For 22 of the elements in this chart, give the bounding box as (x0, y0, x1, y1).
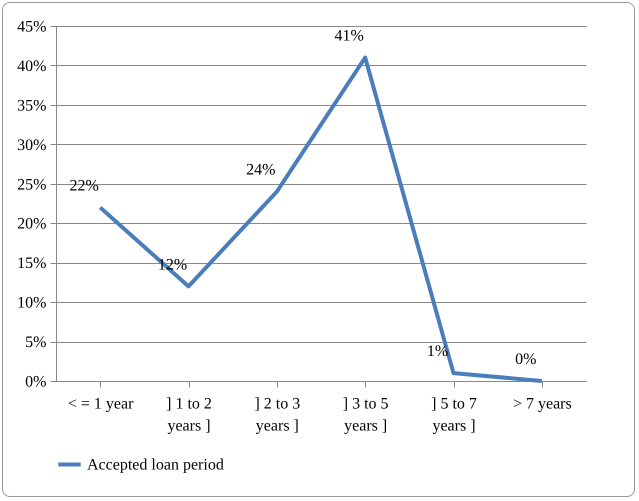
y-tick-label: 0% (25, 374, 46, 390)
x-tick-label: > 7 years (512, 396, 572, 412)
y-tick-label: 10% (17, 294, 46, 312)
y-tick-label: 25% (17, 176, 46, 194)
data-label: 24% (246, 162, 276, 179)
x-tick-label: < = 1 year (68, 396, 134, 412)
y-tick-label: 30% (17, 136, 46, 154)
y-tick-label: 35% (17, 97, 46, 114)
y-tick-label: 20% (17, 216, 46, 233)
data-label: 0% (515, 351, 536, 368)
y-tick-label: 45% (17, 18, 46, 36)
y-tick-label: 40% (17, 58, 46, 75)
line-series (98, 56, 544, 383)
x-tick-label: ] 1 to 2 years ] (166, 396, 212, 434)
legend-label: Accepted loan period (87, 456, 224, 474)
y-tick-label: 15% (17, 255, 46, 272)
x-tick-label: ] 3 to 5 years ] (342, 396, 389, 434)
y-tick-label: 5% (25, 334, 46, 352)
x-tick-label: ] 2 to 3 years ] (254, 396, 300, 434)
data-label: 22% (70, 177, 99, 194)
data-label: 41% (334, 28, 364, 45)
x-tick-label: ] 5 to 7 years ] (431, 396, 477, 434)
